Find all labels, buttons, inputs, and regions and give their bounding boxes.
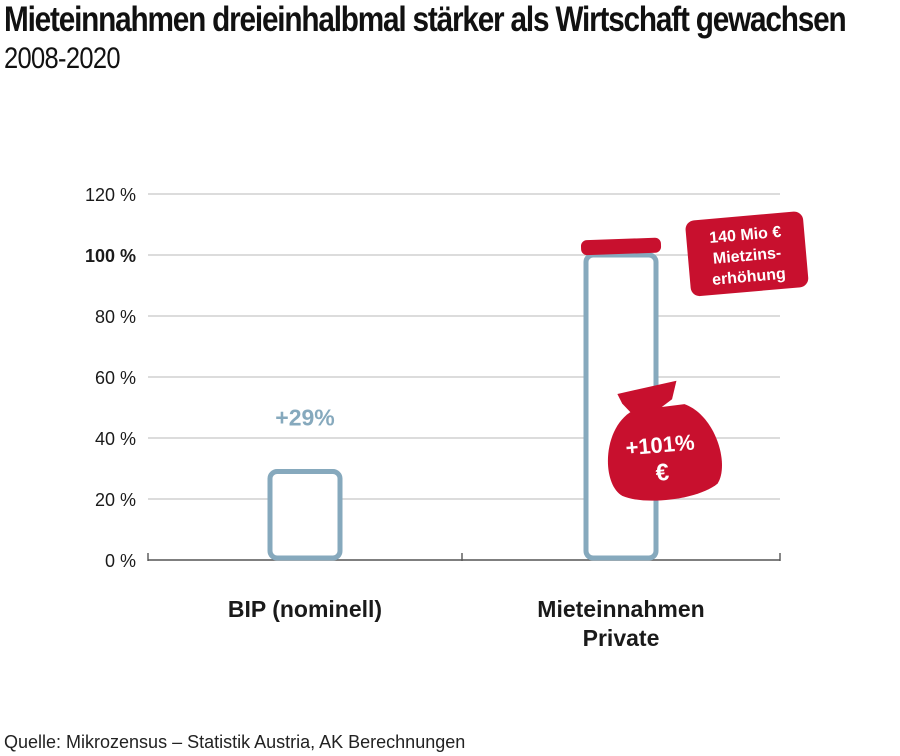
gridlines [148, 193, 780, 500]
x-category-label: Mieteinnahmen Private [537, 596, 704, 651]
chart-title: Mieteinnahmen dreieinhalbmal stärker als… [4, 0, 847, 39]
annotation-box [685, 211, 809, 297]
x-category-label: BIP (nominell) [228, 596, 382, 622]
bars: +29% +101%€ [267, 237, 722, 561]
chart-subtitle: 2008-2020 [4, 42, 121, 75]
data-label-mieteinnahmen: +101% [624, 429, 695, 460]
x-axis [147, 553, 781, 561]
annotation-badge: 140 Mio €Mietzins-erhöhung [685, 211, 809, 297]
y-axis-tick-labels: 0 % 20 % 40 % 60 % 80 % 100 % 120 % [85, 185, 136, 571]
y-tick-label: 20 % [95, 490, 136, 510]
annotation: 140 Mio €Mietzins-erhöhung [685, 211, 809, 297]
y-tick-label: 120 % [85, 185, 136, 205]
y-tick-label: 40 % [95, 429, 136, 449]
annotation-line-2: Mietzins- [712, 245, 782, 268]
y-tick-label: 0 % [105, 551, 136, 571]
data-label-bip: +29% [275, 405, 334, 431]
money-bag-body [607, 404, 722, 501]
bar-chart: 0 % 20 % 40 % 60 % 80 % 100 % 120 % +29% +101%€… [85, 185, 809, 651]
y-tick-label: 60 % [95, 368, 136, 388]
x-axis-category-labels: BIP (nominell) Mieteinnahmen Private [228, 596, 705, 651]
source-note: Quelle: Mikrozensus – Statistik Austria,… [4, 732, 466, 752]
y-tick-label: 80 % [95, 307, 136, 327]
annotation-line-3: erhöhung [711, 266, 786, 289]
y-tick-label: 100 % [85, 246, 136, 266]
euro-sign: € [655, 459, 671, 487]
bar-excess-cap [580, 237, 662, 256]
bar-bip [267, 469, 343, 561]
money-bag-neck [617, 380, 677, 413]
money-bag-icon: +101%€ [607, 380, 722, 501]
annotation-line-1: 140 Mio € [709, 224, 782, 247]
